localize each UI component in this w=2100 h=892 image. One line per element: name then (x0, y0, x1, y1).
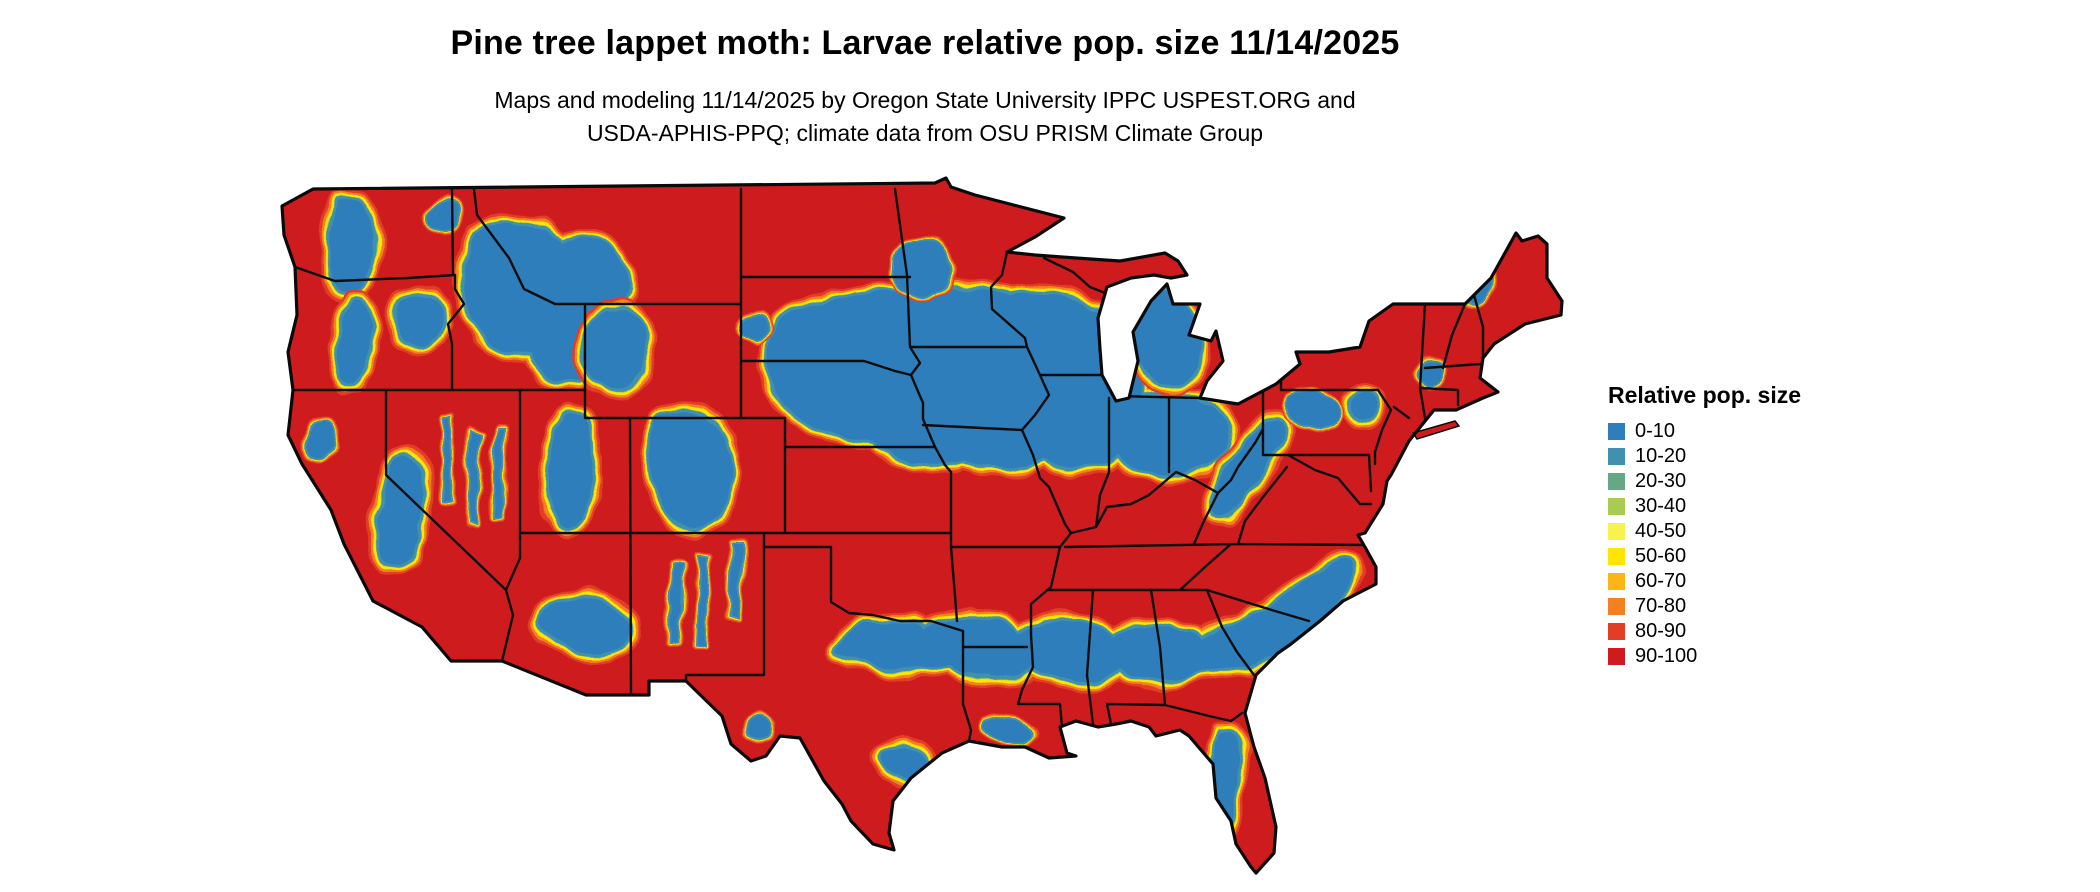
legend-swatch (1608, 473, 1625, 490)
map-subtitle-line2: USDA-APHIS-PPQ; climate data from OSU PR… (586, 120, 1264, 146)
legend-item: 40-50 (1608, 520, 1801, 542)
map-subtitle: Maps and modeling 11/14/2025 by Oregon S… (0, 84, 1850, 150)
legend-swatch (1608, 423, 1625, 440)
raster-fill (282, 178, 1562, 873)
legend-label: 40-50 (1635, 520, 1687, 542)
legend-label: 70-80 (1635, 595, 1687, 617)
us-map (275, 175, 1565, 890)
legend-item: 80-90 (1608, 620, 1801, 642)
legend-item: 30-40 (1608, 495, 1801, 517)
legend-label: 80-90 (1635, 620, 1687, 642)
us-population-raster-map (280, 176, 1564, 875)
legend-swatch (1608, 548, 1625, 565)
long-island (1411, 420, 1461, 440)
legend-label: 10-20 (1635, 445, 1687, 467)
legend-swatch (1608, 623, 1625, 640)
legend-swatch (1608, 648, 1625, 665)
legend-label: 30-40 (1635, 495, 1687, 517)
legend-item: 0-10 (1608, 420, 1801, 442)
legend-item: 60-70 (1608, 570, 1801, 592)
legend: Relative pop. size 0-10 10-20 20-30 30-4… (1608, 382, 1801, 673)
state-borders (291, 187, 1485, 743)
legend-label: 60-70 (1635, 570, 1687, 592)
legend-item: 50-60 (1608, 545, 1801, 567)
legend-label: 0-10 (1635, 420, 1676, 442)
legend-title: Relative pop. size (1608, 382, 1802, 408)
legend-swatch (1608, 448, 1625, 465)
legend-item: 20-30 (1608, 470, 1801, 492)
map-subtitle-line1: Maps and modeling 11/14/2025 by Oregon S… (494, 87, 1356, 113)
legend-swatch (1608, 498, 1625, 515)
legend-label: 50-60 (1635, 545, 1687, 567)
legend-label: 20-30 (1635, 470, 1687, 492)
legend-item: 10-20 (1608, 445, 1801, 467)
map-title: Pine tree lappet moth: Larvae relative p… (450, 24, 1400, 62)
legend-item: 70-80 (1608, 595, 1801, 617)
legend-item: 90-100 (1608, 645, 1801, 667)
legend-swatch (1608, 598, 1625, 615)
legend-swatch (1608, 573, 1625, 590)
legend-label: 90-100 (1635, 645, 1698, 667)
legend-swatch (1608, 523, 1625, 540)
